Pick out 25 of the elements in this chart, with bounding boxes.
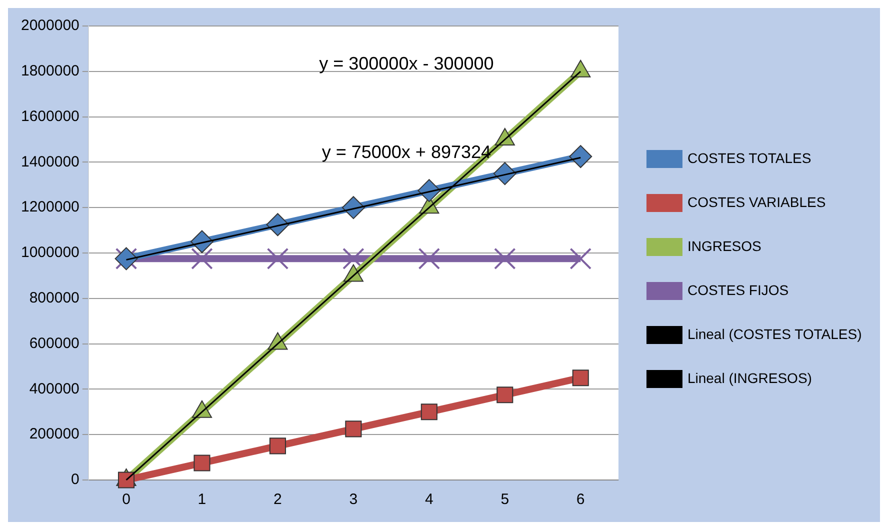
legend-label: COSTES FIJOS [687,282,789,298]
legend-label: Lineal (INGRESOS) [687,370,812,386]
x-tick-label: 5 [500,491,510,508]
y-tick-label: 0 [71,471,80,488]
x-tick-label: 6 [576,491,585,508]
x-tick-label: 3 [349,491,358,508]
legend-label: COSTES TOTALES [687,150,812,166]
y-tick-label: 1800000 [20,62,80,80]
annotation: y = 300000x - 300000 [319,54,494,74]
x-tick-label: 1 [198,491,206,508]
legend-label: COSTES VARIABLES [687,194,826,210]
y-tick-label: 1400000 [20,153,80,170]
x-tick-label: 2 [274,491,282,508]
y-tick-label: 400000 [29,380,80,398]
y-tick-label: 1000000 [20,244,80,262]
legend-label: INGRESOS [687,238,762,254]
legend-label: Lineal (COSTES TOTALES) [687,326,862,342]
x-tick-label: 0 [122,491,130,508]
y-tick-label: 800000 [29,290,80,307]
y-tick-label: 600000 [29,334,80,352]
y-tick-label: 200000 [29,426,80,443]
y-tick-label: 1200000 [20,198,80,216]
y-tick-label: 2000000 [20,17,80,34]
y-tick-label: 1600000 [20,108,80,125]
x-tick-label: 4 [424,491,434,508]
